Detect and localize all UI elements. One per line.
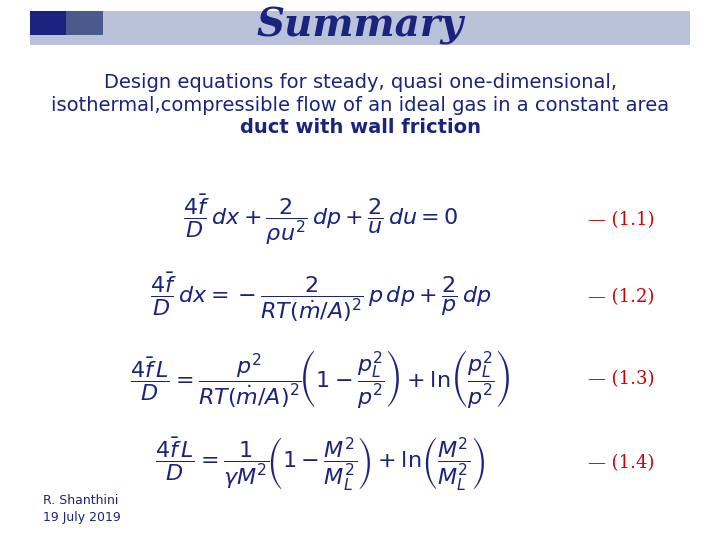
Text: $\dfrac{4\bar{f}\,L}{D} = \dfrac{1}{\gamma M^{2}}\!\left(1 - \dfrac{M^{2}}{M_{L}: $\dfrac{4\bar{f}\,L}{D} = \dfrac{1}{\gam… <box>156 435 485 492</box>
FancyBboxPatch shape <box>30 11 66 35</box>
Text: — (1.1): — (1.1) <box>588 211 654 229</box>
Text: duct with wall friction: duct with wall friction <box>240 118 480 137</box>
Text: $\dfrac{4\bar{f}\,L}{D} = \dfrac{p^{2}}{RT(\dot{m}/A)^{2}}\!\left(1 - \dfrac{p_{: $\dfrac{4\bar{f}\,L}{D} = \dfrac{p^{2}}{… <box>130 348 510 410</box>
Text: isothermal,compressible flow of an ideal gas in a constant area: isothermal,compressible flow of an ideal… <box>51 96 669 114</box>
Text: Design equations for steady, quasi one-dimensional,: Design equations for steady, quasi one-d… <box>104 73 616 92</box>
Text: $\dfrac{4\bar{f}}{D}\,dx + \dfrac{2}{\rho u^{2}}\,dp + \dfrac{2}{u}\,du = 0$: $\dfrac{4\bar{f}}{D}\,dx + \dfrac{2}{\rh… <box>183 192 458 247</box>
Text: — (1.4): — (1.4) <box>588 454 654 472</box>
Text: R. Shanthini: R. Shanthini <box>43 494 119 507</box>
Text: 19 July 2019: 19 July 2019 <box>43 511 121 524</box>
Text: Summary: Summary <box>256 8 464 45</box>
Text: — (1.3): — (1.3) <box>588 370 654 388</box>
FancyBboxPatch shape <box>30 11 690 45</box>
Text: — (1.2): — (1.2) <box>588 288 654 306</box>
Text: $\dfrac{4\bar{f}}{D}\,dx = -\dfrac{2}{RT(\dot{m}/A)^{2}}\,p\,dp + \dfrac{2}{p}\,: $\dfrac{4\bar{f}}{D}\,dx = -\dfrac{2}{RT… <box>150 269 491 323</box>
FancyBboxPatch shape <box>66 11 103 35</box>
